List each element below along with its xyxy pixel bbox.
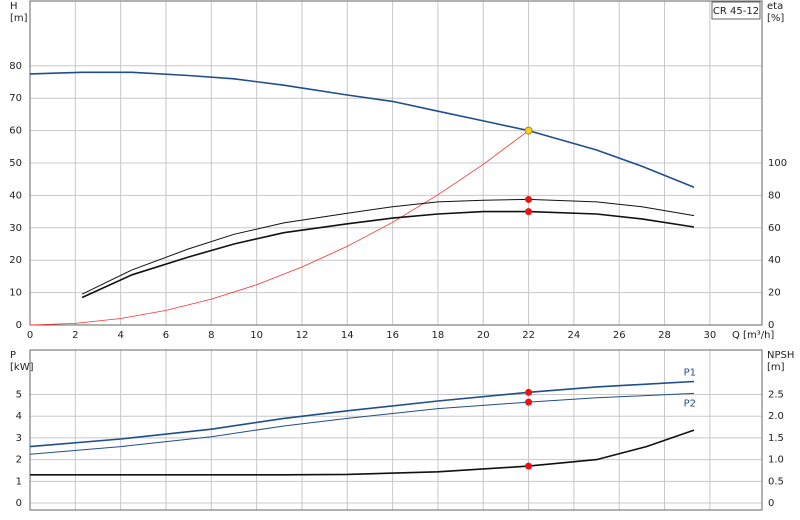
y-axis-unit: [m] bbox=[10, 13, 28, 24]
y-tick-label: 40 bbox=[9, 190, 22, 201]
plot-frame bbox=[29, 0, 763, 326]
curve bbox=[29, 130, 529, 326]
x-tick-label: 0 bbox=[27, 330, 33, 341]
curve bbox=[30, 429, 695, 476]
y-tick-label: 0 bbox=[16, 498, 22, 509]
y2-tick-label: 2.5 bbox=[768, 390, 784, 401]
duty-point bbox=[525, 195, 533, 203]
x-tick-label: 26 bbox=[613, 330, 626, 341]
x-tick-label: 8 bbox=[208, 330, 214, 341]
y2-axis-label: NPSH bbox=[767, 350, 794, 361]
y-tick-label: 5 bbox=[16, 390, 22, 401]
y2-axis-unit: [%] bbox=[767, 13, 784, 24]
x-tick-label: 4 bbox=[117, 330, 123, 341]
y-tick-label: 20 bbox=[9, 255, 22, 266]
y2-tick-label: 1.0 bbox=[768, 455, 784, 466]
x-tick-label: 20 bbox=[477, 330, 490, 341]
duty-point bbox=[525, 462, 533, 470]
x-tick-label: 2 bbox=[72, 330, 78, 341]
curve bbox=[29, 380, 695, 448]
y2-tick-label: 80 bbox=[768, 190, 781, 201]
duty-point bbox=[525, 388, 533, 396]
chart-title: CR 45-12 bbox=[713, 6, 759, 17]
curve bbox=[81, 198, 695, 295]
y2-tick-label: 100 bbox=[768, 158, 787, 169]
y-tick-label: 1 bbox=[16, 476, 22, 487]
y-tick-label: 30 bbox=[9, 223, 22, 234]
y-axis-unit: [kW] bbox=[10, 362, 34, 373]
y-tick-label: 50 bbox=[9, 158, 22, 169]
series-label: P1 bbox=[684, 367, 696, 378]
x-tick-label: 22 bbox=[522, 330, 535, 341]
y-axis-label: H bbox=[10, 1, 18, 12]
y-tick-label: 4 bbox=[16, 411, 22, 422]
y2-tick-label: 2.0 bbox=[768, 411, 784, 422]
title-box bbox=[711, 1, 761, 20]
x-tick-label: 18 bbox=[432, 330, 445, 341]
x-tick-label: 12 bbox=[296, 330, 309, 341]
y2-tick-label: 60 bbox=[768, 223, 781, 234]
curve bbox=[29, 392, 695, 455]
y2-axis-label: eta bbox=[767, 1, 783, 12]
x-tick-label: 10 bbox=[250, 330, 263, 341]
duty-point bbox=[524, 126, 533, 135]
y2-tick-label: 1.5 bbox=[768, 433, 784, 444]
x-tick-label: 30 bbox=[704, 330, 717, 341]
curve bbox=[29, 71, 695, 189]
x-tick-label: 6 bbox=[163, 330, 169, 341]
y2-tick-label: 0 bbox=[768, 320, 774, 331]
y2-tick-label: 20 bbox=[768, 288, 781, 299]
y-tick-label: 10 bbox=[9, 288, 22, 299]
plot-frame bbox=[29, 349, 763, 511]
curve bbox=[81, 210, 695, 299]
y-axis-label: P bbox=[10, 350, 16, 361]
y2-axis-unit: [m] bbox=[767, 362, 785, 373]
y-tick-label: 0 bbox=[16, 320, 22, 331]
x-tick-label: 28 bbox=[658, 330, 671, 341]
duty-point bbox=[525, 398, 533, 406]
x-axis-label: Q [m³/h] bbox=[732, 330, 774, 341]
x-tick-label: 14 bbox=[341, 330, 354, 341]
x-tick-label: 24 bbox=[568, 330, 581, 341]
y2-tick-label: 40 bbox=[768, 255, 781, 266]
y-tick-label: 80 bbox=[9, 61, 22, 72]
y2-tick-label: 0 bbox=[768, 498, 774, 509]
y-tick-label: 3 bbox=[16, 433, 22, 444]
series-label: P2 bbox=[684, 398, 696, 409]
y-tick-label: 70 bbox=[9, 93, 22, 104]
duty-point bbox=[525, 208, 533, 216]
y-tick-label: 60 bbox=[9, 126, 22, 137]
y-tick-label: 2 bbox=[16, 455, 22, 466]
y2-tick-label: 0.5 bbox=[768, 476, 784, 487]
x-tick-label: 16 bbox=[386, 330, 399, 341]
